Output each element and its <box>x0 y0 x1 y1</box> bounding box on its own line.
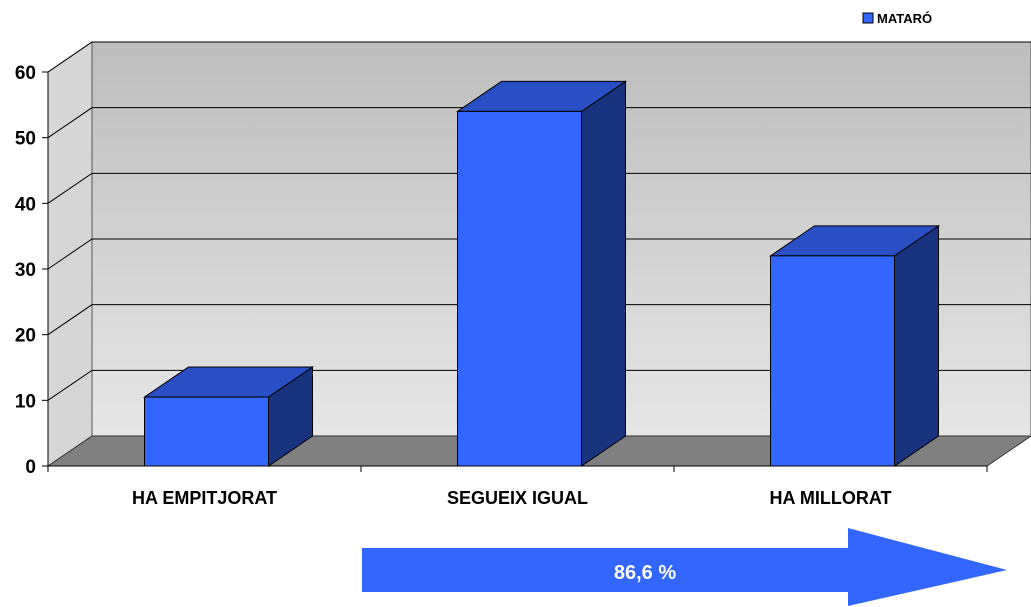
bar-front <box>144 396 269 467</box>
gridline <box>47 369 1031 401</box>
bars <box>142 80 941 467</box>
bar <box>455 80 628 467</box>
bar <box>768 224 941 467</box>
bar-front <box>457 110 582 467</box>
legend: MATARÓ <box>862 11 932 26</box>
bar-front <box>770 255 895 467</box>
gridline <box>47 107 1031 139</box>
legend-swatch-matarO <box>862 12 874 24</box>
gridline <box>47 172 1031 204</box>
bar-side <box>581 80 626 467</box>
y-axis: 0 10 20 30 40 50 60 <box>15 63 49 478</box>
y-tick-label: 50 <box>15 129 36 150</box>
x-axis: HA EMPITJORAT SEGUEIX IGUAL HA MILLORAT <box>47 465 988 508</box>
gridlines <box>47 41 1031 401</box>
legend-label: MATARÓ <box>877 11 932 26</box>
y-tick-label: 10 <box>15 391 36 412</box>
x-tick-label: SEGUEIX IGUAL <box>447 488 588 508</box>
x-tick-label: HA MILLORAT <box>770 488 892 508</box>
arrow-shape <box>362 528 1007 606</box>
x-tick-label: HA EMPITJORAT <box>132 488 277 508</box>
gridline <box>47 41 1031 73</box>
arrow-label: 86,6 % <box>614 562 676 584</box>
y-tick-label: 20 <box>15 326 36 347</box>
gridline <box>47 238 1031 270</box>
bar <box>142 366 315 467</box>
y-tick-label: 30 <box>15 260 36 281</box>
bar-side <box>894 224 939 467</box>
gridline <box>47 304 1031 336</box>
y-tick-label: 40 <box>15 194 36 215</box>
y-tick-label: 60 <box>15 63 36 84</box>
percentage-arrow: 86,6 % <box>362 528 1007 606</box>
y-tick-label: 0 <box>25 457 36 478</box>
